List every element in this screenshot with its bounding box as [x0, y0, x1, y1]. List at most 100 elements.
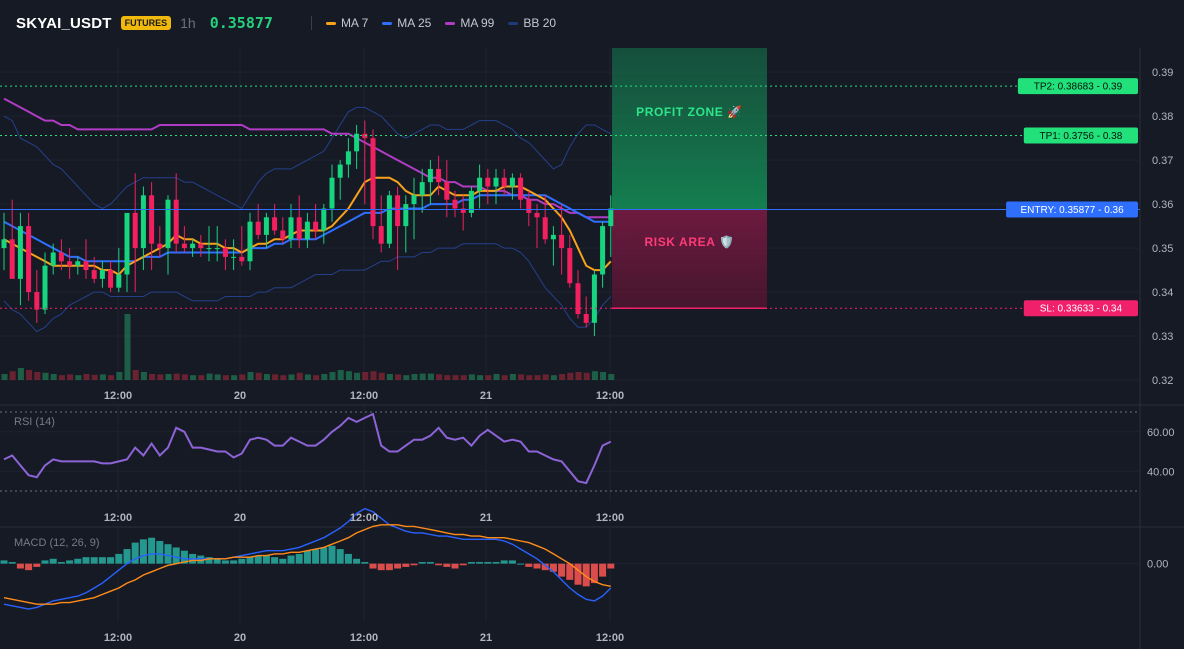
price-indicators	[3, 97, 612, 333]
volume-bar	[222, 375, 229, 380]
candle-body	[313, 221, 319, 231]
legend-bb20[interactable]: BB 20	[508, 16, 556, 30]
volume-bar	[50, 374, 57, 380]
volume-bar	[91, 374, 98, 380]
candle-body	[91, 270, 97, 279]
candle-body	[17, 226, 23, 279]
legend-ma25[interactable]: MA 25	[382, 16, 431, 30]
macd-histogram-bar	[549, 563, 557, 572]
macd-histogram-bar	[328, 545, 336, 564]
candle-body	[345, 151, 351, 165]
volume-bar	[26, 370, 33, 380]
volume-bar	[591, 371, 598, 380]
candle-body	[542, 217, 548, 240]
macd-pane[interactable]: MACD (12, 26, 9)	[0, 507, 615, 610]
timeframe-selector[interactable]: 1h	[180, 15, 196, 31]
candle-body	[149, 195, 155, 244]
macd-histogram-bar	[353, 558, 361, 564]
candle-body	[157, 243, 163, 249]
level-tag-label: TP1: 0.3756 - 0.38	[1039, 131, 1122, 142]
candle-body	[116, 274, 122, 288]
candle-body	[255, 221, 261, 235]
volume-bar	[493, 374, 500, 380]
legend-ma7[interactable]: MA 7	[325, 16, 369, 30]
legend-ma99[interactable]: MA 99	[445, 16, 494, 30]
volume-bar	[550, 375, 557, 380]
macd-histogram-bar	[443, 563, 451, 567]
volume-bar	[124, 314, 131, 380]
symbol-name[interactable]: SKYAI_USDT	[16, 14, 112, 32]
volume-bar	[600, 372, 607, 380]
time-tick-label: 12:00	[104, 512, 132, 524]
axes: 0.39 0.38 0.37 0.36 0.35 0.34 0.33 0.32 60.00 40.…	[104, 67, 1175, 644]
legend-swatch-icon	[382, 21, 393, 25]
volume-bar	[509, 374, 516, 380]
macd-histogram-bar	[172, 547, 180, 564]
level-tag-label: ENTRY: 0.35877 - 0.36	[1020, 205, 1124, 216]
volume-bar	[157, 374, 164, 380]
volume-bar	[583, 372, 590, 380]
volume-bar	[1, 374, 8, 380]
candle-body	[468, 190, 474, 213]
candle-body	[288, 217, 294, 240]
legend-label: MA 99	[460, 16, 495, 30]
bb-lower-line	[3, 243, 612, 333]
candle-body	[222, 248, 228, 257]
macd-histogram-bar	[33, 563, 41, 567]
volume-bar	[132, 370, 139, 380]
volume-bar	[263, 374, 270, 380]
candle-body	[370, 138, 376, 227]
candle-body	[263, 217, 269, 235]
macd-histogram-bar	[107, 557, 115, 564]
volume-bar	[534, 375, 541, 380]
macd-histogram-bar	[123, 549, 131, 564]
volume-bar	[370, 371, 377, 380]
time-tick-label: 12:00	[596, 390, 624, 402]
volume-bar	[345, 371, 352, 380]
macd-histogram-bar	[180, 550, 188, 564]
volume-bar	[198, 375, 205, 380]
rsi-pane[interactable]: RSI (14)	[0, 411, 1140, 492]
macd-histogram-bar	[66, 560, 74, 564]
macd-line	[3, 507, 612, 610]
macd-histogram-bar	[344, 553, 352, 564]
volume-bar	[67, 374, 74, 380]
macd-histogram-bar	[164, 544, 172, 564]
candle-body	[567, 248, 573, 284]
macd-histogram-bar	[279, 558, 287, 564]
candle-body	[67, 261, 73, 266]
rsi-tick-label: 60.00	[1147, 427, 1175, 439]
macd-histogram-bar	[271, 557, 279, 564]
volume-bar	[34, 372, 41, 380]
candle-body	[206, 248, 212, 250]
volume-bar	[239, 374, 246, 380]
candle-body	[247, 221, 253, 262]
volume-bar	[337, 370, 344, 380]
macd-histogram-bar	[156, 540, 164, 564]
volume-bar	[181, 374, 188, 380]
macd-histogram-bar	[467, 562, 475, 564]
macd-histogram-bar	[377, 563, 385, 571]
candle-body	[419, 182, 425, 196]
volume-bar	[526, 375, 533, 380]
candles[interactable]	[1, 120, 614, 337]
candle-body	[575, 283, 581, 315]
candle-body	[140, 195, 146, 249]
macd-histogram-bar	[385, 563, 393, 571]
candle-body	[378, 226, 384, 244]
volume-bar	[247, 372, 254, 380]
legend-label: MA 7	[340, 16, 369, 30]
macd-histogram-bar	[533, 563, 541, 569]
volume-bar	[452, 375, 459, 380]
candle-body	[509, 177, 515, 187]
macd-histogram-bar	[221, 560, 229, 564]
macd-signal-line	[3, 524, 611, 605]
macd-histogram-bar	[287, 555, 295, 564]
volume-bars	[1, 314, 615, 380]
rsi-tick-label: 40.00	[1147, 466, 1175, 478]
candle-body	[272, 217, 278, 231]
candle-body	[34, 292, 40, 310]
futures-badge: FUTURES	[120, 16, 172, 30]
candle-body	[1, 239, 7, 249]
